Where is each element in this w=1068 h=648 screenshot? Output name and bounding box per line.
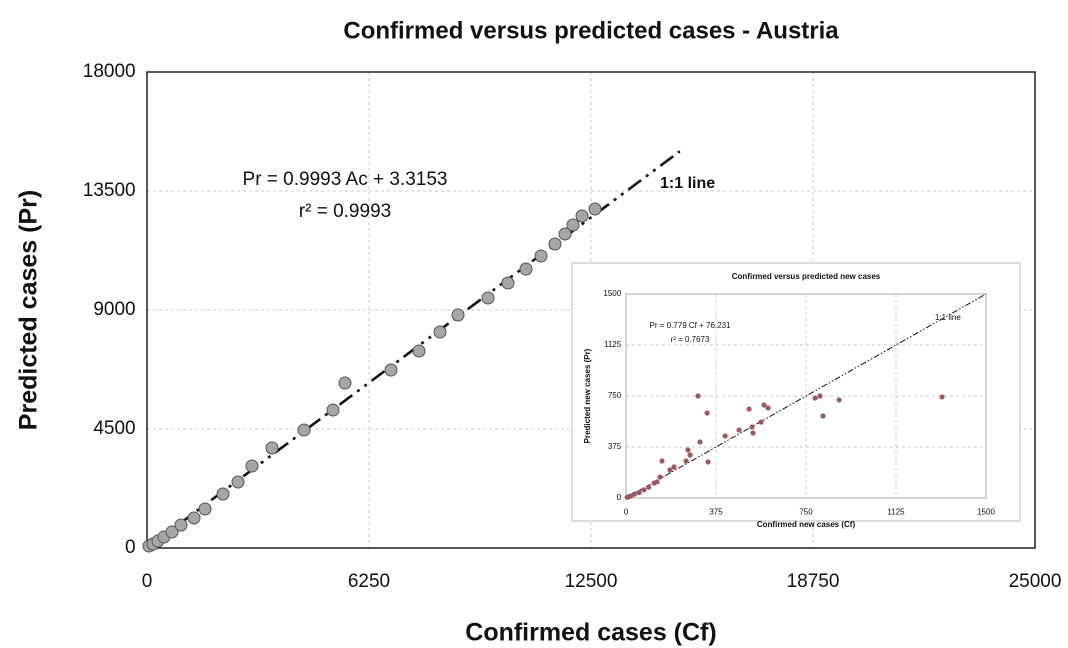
data-point — [433, 325, 447, 339]
reference-line — [625, 293, 987, 499]
y-axis-label: Predicted new cases (Pr) — [583, 348, 592, 443]
data-point — [165, 525, 179, 539]
data-point — [646, 484, 652, 490]
data-point — [519, 262, 533, 276]
data-point — [761, 402, 767, 408]
data-point — [667, 467, 673, 473]
x-tick-label: 0 — [624, 508, 629, 517]
data-point — [765, 405, 771, 411]
x-axis-label: Confirmed new cases (Cf) — [757, 520, 856, 529]
plot-border — [625, 293, 987, 499]
data-point — [641, 487, 647, 493]
y-tick-label: 18000 — [83, 61, 136, 82]
x-tick-label: 6250 — [348, 571, 390, 592]
reference-line-label: 1:1 line — [935, 313, 961, 322]
data-point — [683, 458, 689, 464]
data-point — [704, 410, 710, 416]
y-tick-label: 13500 — [83, 180, 136, 201]
annotation: r² = 0.9993 — [299, 201, 391, 222]
data-point — [451, 308, 465, 322]
data-point — [338, 376, 352, 390]
x-tick-label: 1500 — [977, 508, 995, 517]
data-point — [245, 459, 259, 473]
data-point — [297, 423, 311, 437]
data-point — [326, 403, 340, 417]
data-point — [501, 276, 515, 290]
y-tick-label: 4500 — [93, 418, 135, 439]
y-tick-label: 1500 — [603, 289, 621, 298]
data-point — [558, 227, 572, 241]
data-point — [384, 363, 398, 377]
data-point — [758, 419, 764, 425]
data-point — [836, 397, 842, 403]
y-tick-label: 0 — [617, 493, 622, 502]
y-tick-label: 750 — [608, 391, 622, 400]
data-point — [216, 487, 230, 501]
y-tick-label: 9000 — [93, 299, 135, 320]
data-point — [265, 441, 279, 455]
x-tick-label: 25000 — [1009, 571, 1062, 592]
x-tick-label: 1125 — [887, 508, 905, 517]
y-axis-label: Predicted cases (Pr) — [15, 190, 43, 430]
x-tick-label: 18750 — [787, 571, 840, 592]
data-point — [198, 502, 212, 516]
data-point — [820, 413, 826, 419]
data-point — [412, 344, 426, 358]
data-point — [736, 427, 742, 433]
data-point — [812, 395, 818, 401]
data-point — [817, 393, 823, 399]
data-point — [722, 433, 728, 439]
data-point — [548, 237, 562, 251]
data-point — [657, 474, 663, 480]
inset-frame — [571, 262, 1021, 522]
annotation: r² = 0.7673 — [671, 335, 710, 344]
data-point — [231, 475, 245, 489]
annotation: Pr = 0.9993 Ac + 3.3153 — [243, 169, 448, 190]
y-tick-label: 0 — [125, 537, 136, 558]
data-point — [695, 393, 701, 399]
data-point — [588, 202, 602, 216]
x-tick-label: 0 — [142, 571, 153, 592]
data-point — [566, 218, 580, 232]
data-point — [575, 209, 589, 223]
data-point — [746, 406, 752, 412]
data-point — [654, 479, 660, 485]
data-point — [749, 424, 755, 430]
data-point — [939, 394, 945, 400]
data-point — [750, 430, 756, 436]
data-point — [705, 459, 711, 465]
data-point — [534, 249, 548, 263]
data-point — [187, 511, 201, 525]
data-point — [687, 452, 693, 458]
annotation: Pr = 0.779 Cf + 76.231 — [650, 321, 731, 330]
data-point — [636, 489, 642, 496]
chart-title: Confirmed versus predicted new cases — [732, 272, 881, 281]
data-point — [697, 439, 703, 445]
y-tick-label: 1125 — [604, 340, 622, 349]
data-point — [631, 491, 638, 497]
plot-border — [146, 71, 1036, 549]
data-point — [685, 447, 691, 453]
chart-title: Confirmed versus predicted cases - Austr… — [343, 17, 839, 44]
x-tick-label: 12500 — [565, 571, 618, 592]
reference-line-label: 1:1 line — [660, 175, 715, 192]
data-point — [671, 464, 677, 470]
x-tick-label: 375 — [709, 508, 723, 517]
x-tick-label: 750 — [799, 508, 813, 517]
data-point — [659, 458, 665, 464]
y-tick-label: 375 — [608, 442, 622, 451]
data-point — [481, 291, 495, 305]
x-axis-label: Confirmed cases (Cf) — [465, 619, 716, 647]
data-point — [174, 518, 188, 532]
